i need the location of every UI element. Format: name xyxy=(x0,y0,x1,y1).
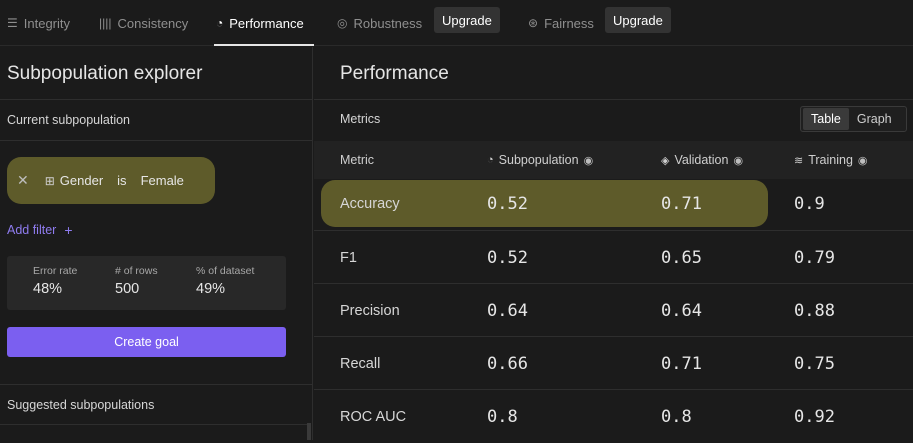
bars-icon: |||| xyxy=(99,16,112,30)
stat-label: % of dataset xyxy=(196,265,255,277)
performance-panel: Performance Metrics Table Graph Metric ◔… xyxy=(314,47,913,440)
tab-performance[interactable]: ◔ Performance xyxy=(216,0,304,46)
metrics-label: Metrics xyxy=(340,112,381,126)
stat-value: 48% xyxy=(33,281,63,297)
top-navigation: ☰ Integrity |||| Consistency ◔ Performan… xyxy=(0,0,913,46)
filter-operator: is xyxy=(117,173,127,188)
eye-icon[interactable]: ◉ xyxy=(733,154,744,167)
stat-value: 500 xyxy=(115,281,140,297)
view-toggle: Table Graph xyxy=(800,106,907,132)
training-value: 0.88 xyxy=(794,300,835,321)
column-metric: Metric xyxy=(340,141,374,179)
add-filter-label: Add filter xyxy=(7,223,57,237)
tab-consistency-label: Consistency xyxy=(117,15,189,31)
column-validation: ◈ Validation ◉ xyxy=(661,141,743,179)
subpopulation-value: 0.64 xyxy=(487,300,528,321)
eye-icon[interactable]: ◉ xyxy=(583,154,594,167)
tab-fairness[interactable]: ⊛ Fairness xyxy=(528,0,594,46)
metric-name: Accuracy xyxy=(340,195,400,212)
filter-value: Female xyxy=(140,173,184,188)
validation-value: 0.71 xyxy=(661,353,702,374)
training-value: 0.79 xyxy=(794,247,835,268)
divider xyxy=(0,140,313,141)
stat-error-rate: Error rate 48% xyxy=(33,265,77,297)
column-training: ≋ Training ◉ xyxy=(794,141,868,179)
current-subpopulation-label: Current subpopulation xyxy=(7,113,130,127)
upgrade-button-robustness[interactable]: Upgrade xyxy=(434,7,500,33)
divider xyxy=(314,99,913,100)
close-icon[interactable]: ✕ xyxy=(17,172,29,188)
metric-name: F1 xyxy=(340,249,357,266)
tab-integrity[interactable]: ☰ Integrity xyxy=(7,0,70,46)
metric-name: ROC AUC xyxy=(340,408,407,425)
validation-value: 0.71 xyxy=(661,193,702,214)
tab-robustness-label: Robustness xyxy=(353,15,423,31)
subpopulation-value: 0.52 xyxy=(487,247,528,268)
filter-chip[interactable]: ✕ ⊞ Gender is Female xyxy=(7,157,215,204)
pie-chart-icon: ◔ xyxy=(487,154,494,166)
training-value: 0.75 xyxy=(794,353,835,374)
stat-rows: # of rows 500 xyxy=(115,265,158,297)
validation-value: 0.8 xyxy=(661,406,692,427)
divider xyxy=(0,384,313,385)
stat-label: # of rows xyxy=(115,265,158,277)
training-value: 0.92 xyxy=(794,406,835,427)
column-label: Training xyxy=(808,153,853,167)
scrollbar[interactable] xyxy=(307,423,311,440)
subpopulation-value: 0.8 xyxy=(487,406,518,427)
stat-label: Error rate xyxy=(33,265,78,277)
stat-value: 49% xyxy=(196,281,226,297)
suggested-subpopulations-label: Suggested subpopulations xyxy=(7,398,155,412)
plus-icon: + xyxy=(64,222,73,238)
subpopulation-value: 0.66 xyxy=(487,353,528,374)
training-value: 0.9 xyxy=(794,193,825,214)
column-label: Metric xyxy=(340,153,375,167)
table-row: ROC AUC 0.8 0.8 0.92 xyxy=(314,389,913,442)
subpopulation-value: 0.52 xyxy=(487,193,528,214)
validation-value: 0.65 xyxy=(661,247,702,268)
target-icon: ◎ xyxy=(337,16,348,30)
tab-fairness-label: Fairness xyxy=(544,15,594,31)
subpopulation-stats: Error rate 48% # of rows 500 % of datase… xyxy=(7,256,286,310)
column-label: Subpopulation xyxy=(498,153,579,167)
divider xyxy=(0,99,313,100)
eye-icon[interactable]: ◉ xyxy=(857,154,868,167)
table-row: F1 0.52 0.65 0.79 xyxy=(314,230,913,283)
create-goal-button[interactable]: Create goal xyxy=(7,327,286,357)
divider xyxy=(0,424,307,425)
page-title: Performance xyxy=(340,63,449,84)
table-header: Metric ◔ Subpopulation ◉ ◈ Validation ◉ … xyxy=(314,141,913,179)
list-icon: ☰ xyxy=(7,16,18,30)
tab-consistency[interactable]: |||| Consistency xyxy=(99,0,188,46)
table-icon: ⊞ xyxy=(44,173,55,188)
table-row: Precision 0.64 0.64 0.88 xyxy=(314,283,913,336)
upgrade-button-fairness[interactable]: Upgrade xyxy=(605,7,671,33)
subpopulation-explorer-panel: Subpopulation explorer Current subpopula… xyxy=(0,47,313,440)
tab-performance-label: Performance xyxy=(229,15,304,31)
active-tab-indicator xyxy=(214,44,314,46)
add-filter-link[interactable]: Add filter + xyxy=(7,222,73,238)
metric-name: Precision xyxy=(340,302,400,319)
table-row: Accuracy 0.52 0.71 0.9 xyxy=(314,177,913,230)
filter-field: Gender xyxy=(59,173,104,188)
row-highlight xyxy=(321,180,768,227)
column-label: Validation xyxy=(674,153,729,167)
table-row: Recall 0.66 0.71 0.75 xyxy=(314,336,913,389)
layers-icon: ≋ xyxy=(794,154,804,167)
tab-robustness[interactable]: ◎ Robustness xyxy=(337,0,422,46)
validation-value: 0.64 xyxy=(661,300,702,321)
column-subpopulation: ◔ Subpopulation ◉ xyxy=(487,141,593,179)
graph-view-button[interactable]: Graph xyxy=(856,112,892,126)
diamond-icon: ◈ xyxy=(661,154,670,167)
table-view-button[interactable]: Table xyxy=(803,108,849,130)
panel-title: Subpopulation explorer xyxy=(7,63,203,84)
stat-dataset-percent: % of dataset 49% xyxy=(196,265,254,297)
tab-integrity-label: Integrity xyxy=(23,15,71,31)
fairness-icon: ⊛ xyxy=(528,16,539,30)
pie-chart-icon: ◔ xyxy=(216,16,224,30)
metric-name: Recall xyxy=(340,355,381,372)
